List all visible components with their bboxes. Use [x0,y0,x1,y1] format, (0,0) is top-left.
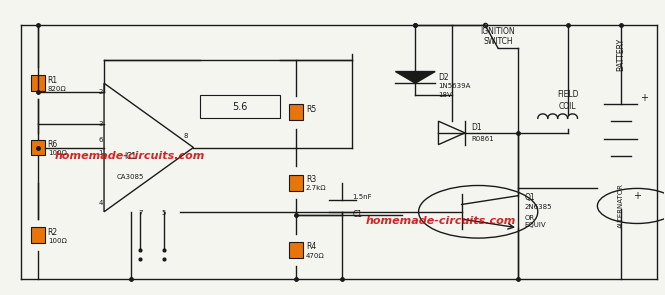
Text: R1: R1 [48,76,58,85]
Text: homemade-circuits.com: homemade-circuits.com [366,216,516,226]
Text: OR: OR [525,215,535,221]
Text: R0861: R0861 [471,136,494,142]
Text: 5.6: 5.6 [232,101,247,112]
FancyBboxPatch shape [31,75,45,91]
Text: 100Ω: 100Ω [48,150,66,156]
FancyBboxPatch shape [200,95,279,118]
Polygon shape [396,71,435,83]
FancyBboxPatch shape [31,227,45,243]
Text: IC1: IC1 [124,152,136,161]
Text: 100Ω: 100Ω [48,238,66,244]
Text: 2.7kΩ: 2.7kΩ [306,186,327,191]
Text: FIELD: FIELD [557,90,579,99]
FancyBboxPatch shape [289,104,303,120]
Text: Q1: Q1 [525,193,535,202]
Text: 7: 7 [138,210,143,216]
Text: EQUIV: EQUIV [525,222,546,228]
FancyBboxPatch shape [31,140,45,155]
FancyBboxPatch shape [289,242,303,258]
Text: 5: 5 [162,210,166,216]
Text: D2: D2 [438,73,449,82]
Text: COIL: COIL [559,102,577,111]
Text: homemade-circuits.com: homemade-circuits.com [55,151,205,161]
Text: R2: R2 [48,228,58,237]
Text: 4: 4 [98,200,102,206]
Text: BATTERY: BATTERY [616,37,625,71]
Text: R4: R4 [306,242,317,251]
Text: 6: 6 [98,137,102,143]
Text: CA3085: CA3085 [117,174,144,180]
Text: C1: C1 [352,210,362,219]
Text: 8: 8 [184,133,188,139]
Text: D1: D1 [471,122,482,132]
Text: 2: 2 [98,89,102,95]
Text: 1.5nF: 1.5nF [352,194,372,200]
FancyBboxPatch shape [289,175,303,191]
Text: R5: R5 [306,105,317,114]
Text: ALTERNATOR: ALTERNATOR [618,183,624,228]
Text: 820Ω: 820Ω [48,86,66,92]
Text: R6: R6 [48,140,58,149]
Text: +: + [640,93,648,103]
Text: 3: 3 [98,121,102,127]
Text: R3: R3 [306,175,317,184]
Text: IGNITION
SWITCH: IGNITION SWITCH [481,27,515,46]
Text: 470Ω: 470Ω [306,253,325,259]
Text: 1: 1 [98,150,102,156]
Text: 18V: 18V [438,92,452,98]
Text: 1N5639A: 1N5639A [438,83,471,89]
Text: 2N6385: 2N6385 [525,204,552,210]
Text: +: + [633,191,641,201]
